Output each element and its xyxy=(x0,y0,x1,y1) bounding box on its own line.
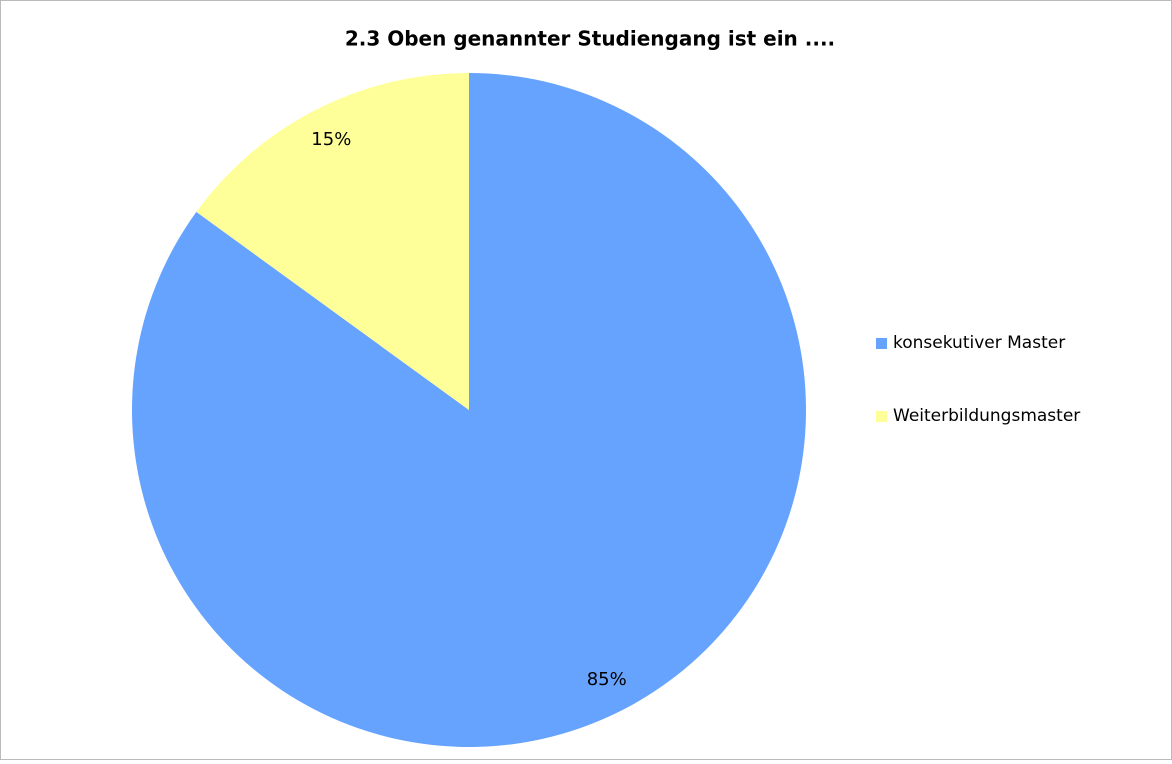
slice-label: 15% xyxy=(311,129,351,150)
legend-label: Weiterbildungsmaster xyxy=(893,406,1080,426)
legend-swatch xyxy=(876,338,887,349)
legend-swatch xyxy=(876,411,887,422)
pie-slice xyxy=(196,73,469,410)
slice-label: 85% xyxy=(587,669,627,690)
legend-label: konsekutiver Master xyxy=(893,333,1065,353)
pie-slice xyxy=(131,73,806,747)
chart-title: 2.3 Oben genannter Studiengang ist ein .… xyxy=(345,27,835,51)
